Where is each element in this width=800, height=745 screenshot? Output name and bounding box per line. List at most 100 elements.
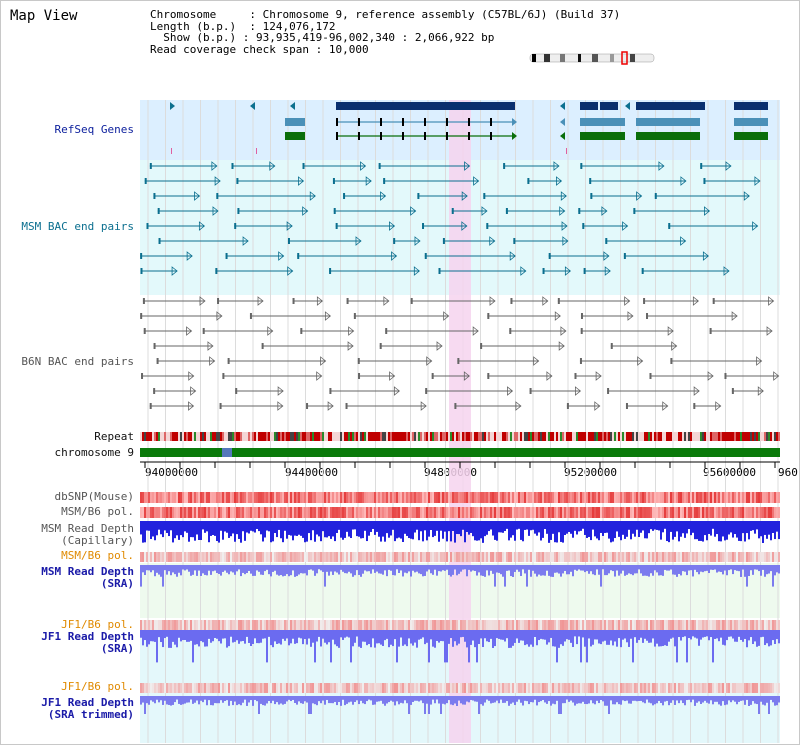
heat-cell <box>144 507 146 518</box>
heat-cell <box>280 552 282 562</box>
depth-bar <box>352 565 354 577</box>
heat-cell <box>542 492 544 503</box>
depth-bar <box>518 521 520 529</box>
bac-end <box>140 313 143 319</box>
depth-bar <box>708 630 710 641</box>
depth-bar <box>224 521 226 532</box>
depth-bar <box>556 565 558 573</box>
depth-bar <box>496 521 498 541</box>
heat-cell <box>386 507 388 518</box>
heat-cell <box>652 492 654 503</box>
heat-cell <box>498 683 500 693</box>
heat-cell <box>568 683 570 693</box>
depth-bar <box>430 696 432 705</box>
repeat-cell <box>188 432 190 441</box>
heat-cell <box>356 507 358 518</box>
depth-bar <box>264 630 266 639</box>
depth-bar <box>164 630 166 639</box>
repeat-label[interactable]: Repeat <box>94 430 134 443</box>
depth-bar <box>318 630 320 637</box>
chromosome-label[interactable]: chromosome 9 <box>54 446 134 459</box>
depth-bar <box>244 565 246 575</box>
depth-bar <box>562 630 564 646</box>
heat-cell <box>204 683 206 693</box>
heat-cell <box>292 620 294 630</box>
repeat-cell <box>184 432 186 441</box>
depth-bar <box>772 565 774 587</box>
depth-bar <box>404 630 406 645</box>
depth-bar <box>598 696 600 704</box>
heat-cell <box>252 683 254 693</box>
heat-cell <box>680 620 682 630</box>
b6n-bac-label[interactable]: B6N BAC end pairs <box>21 355 134 368</box>
bac-end <box>355 236 362 246</box>
depth-bar <box>474 521 476 541</box>
heat-cell <box>708 683 710 693</box>
heat-cell <box>756 492 758 503</box>
depth-bar <box>234 696 236 702</box>
heat-cell <box>494 552 496 562</box>
repeat-cell <box>392 432 394 441</box>
heat-cell <box>518 507 520 518</box>
jf1-b6-pol-2-label[interactable]: JF1/B6 pol. <box>61 680 134 693</box>
repeat-cell <box>418 432 420 441</box>
heat-cell <box>740 620 742 630</box>
heat-cell <box>310 620 312 630</box>
depth-bar <box>300 696 302 704</box>
heat-cell <box>744 620 746 630</box>
heat-cell <box>672 492 674 503</box>
msm-bac-label[interactable]: MSM BAC end pairs <box>21 220 134 233</box>
heat-cell <box>148 492 150 503</box>
bac-end <box>198 221 206 231</box>
heat-cell <box>776 620 778 630</box>
heat-cell <box>354 683 356 693</box>
heat-cell <box>150 683 152 693</box>
jf1-trimmed-label[interactable]: JF1 Read Depth <box>41 696 134 709</box>
heat-cell <box>336 492 338 503</box>
msm-b6-pol-sra-label[interactable]: MSM/B6 pol. <box>61 549 134 562</box>
depth-bar <box>446 565 448 570</box>
depth-bar <box>542 696 544 701</box>
repeat-cell <box>354 432 356 441</box>
heat-cell <box>550 683 552 693</box>
jf1-b6-pol-label[interactable]: JF1/B6 pol. <box>61 618 134 631</box>
heat-cell <box>188 552 190 562</box>
depth-bar <box>760 521 762 537</box>
heat-cell <box>160 620 162 630</box>
bac-end <box>752 221 759 231</box>
depth-bar <box>328 630 330 643</box>
bac-end <box>693 386 700 396</box>
heat-cell <box>704 492 706 503</box>
msm-depth-capillary-label[interactable]: MSM Read Depth <box>41 522 134 535</box>
depth-bar <box>460 565 462 572</box>
bac-end <box>225 253 228 259</box>
bac-end <box>158 238 161 244</box>
refseq-genes-label[interactable]: RefSeq Genes <box>54 123 134 136</box>
depth-bar <box>538 630 540 641</box>
depth-bar <box>414 565 416 573</box>
msm-depth-sra-label[interactable]: MSM Read Depth <box>41 565 134 578</box>
dbsnp-label[interactable]: dbSNP(Mouse) <box>54 490 134 503</box>
depth-bar <box>666 565 668 571</box>
jf1-depth-label[interactable]: JF1 Read Depth <box>41 630 134 643</box>
transcript-block <box>580 118 625 126</box>
depth-bar <box>708 521 710 534</box>
heat-cell <box>412 507 414 518</box>
repeat-cell <box>144 432 146 441</box>
heat-cell <box>354 507 356 518</box>
heat-cell <box>716 620 718 630</box>
depth-bar <box>148 696 150 705</box>
depth-bar <box>726 696 728 705</box>
heat-cell <box>258 620 260 630</box>
heat-cell <box>264 492 266 503</box>
depth-bar <box>584 521 586 535</box>
heat-cell <box>280 492 282 503</box>
heat-cell <box>472 620 474 630</box>
depth-bar <box>324 521 326 538</box>
heat-cell <box>362 552 364 562</box>
msm-b6-pol-label[interactable]: MSM/B6 pol. <box>61 505 134 518</box>
heat-cell <box>198 507 200 518</box>
depth-bar <box>700 565 702 572</box>
heat-cell <box>298 620 300 630</box>
